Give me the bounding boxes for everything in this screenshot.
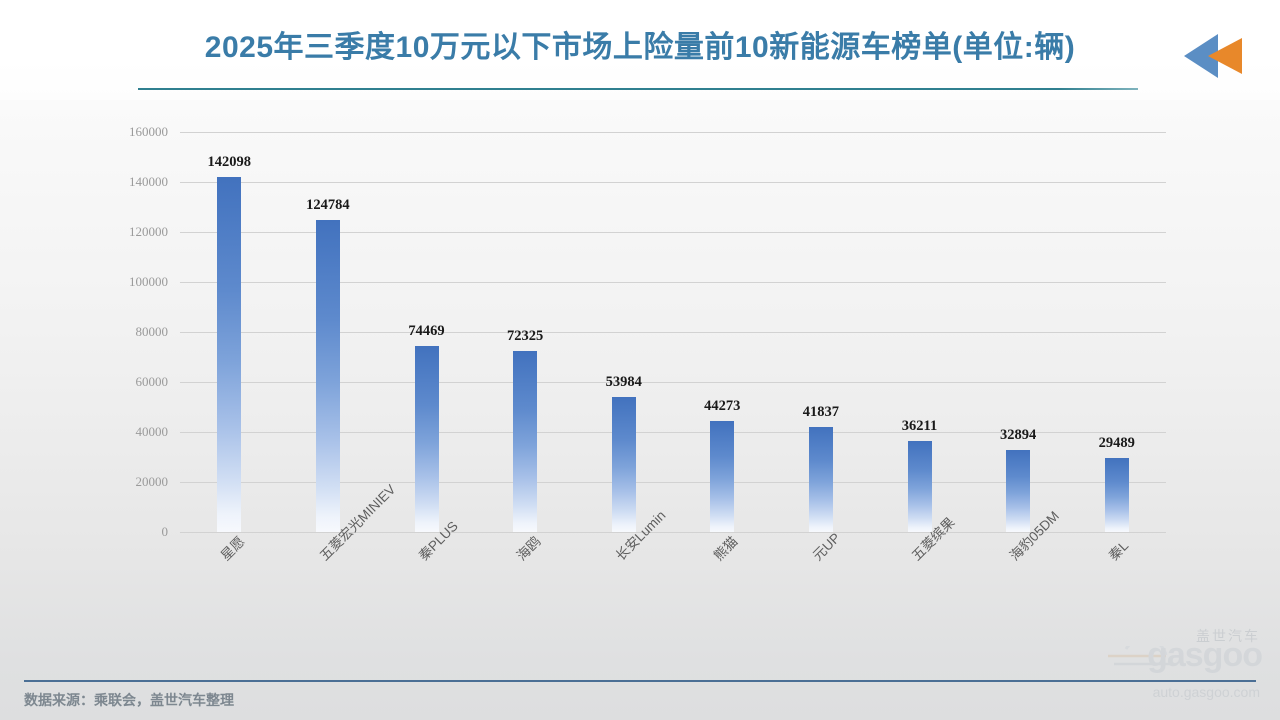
bar[interactable] xyxy=(808,427,833,532)
title-divider xyxy=(138,88,1138,90)
bar-value-label: 53984 xyxy=(605,374,642,391)
gridline xyxy=(180,432,1166,433)
bar-value-label: 29489 xyxy=(1098,435,1135,452)
bar-item[interactable]: 36211 xyxy=(902,418,937,532)
y-axis-tick-label: 120000 xyxy=(129,224,168,239)
gridline xyxy=(180,232,1166,233)
bar[interactable] xyxy=(513,351,538,532)
bar-value-label: 72325 xyxy=(506,328,544,345)
gridline xyxy=(180,332,1166,333)
bar-item[interactable]: 32894 xyxy=(1000,427,1036,532)
bar[interactable] xyxy=(710,421,735,532)
bar-value-label: 41837 xyxy=(802,404,840,421)
bar[interactable] xyxy=(315,220,340,532)
bar[interactable] xyxy=(217,176,242,532)
bar-item[interactable]: 142098 xyxy=(208,154,251,532)
bar[interactable] xyxy=(1104,458,1129,532)
bar-value-label: 74469 xyxy=(408,322,445,339)
y-axis-tick-label: 20000 xyxy=(135,474,169,489)
gridline xyxy=(180,182,1166,183)
bar[interactable] xyxy=(414,345,439,532)
gridline xyxy=(180,382,1166,383)
watermark-url: auto.gasgoo.com xyxy=(1152,684,1260,700)
x-axis-category-label: 星愿 xyxy=(218,533,248,564)
y-axis-tick-label: 40000 xyxy=(135,424,169,439)
bar-item[interactable]: 44273 xyxy=(704,398,740,532)
x-axis-category-label: 秦L xyxy=(1105,537,1131,564)
bar[interactable] xyxy=(1006,449,1031,532)
gridline xyxy=(180,132,1166,133)
bar-item[interactable]: 29489 xyxy=(1099,435,1135,532)
page-title: 2025年三季度10万元以下市场上险量前10新能源车榜单(单位:辆) xyxy=(204,31,1076,64)
y-axis-tick-label: 100000 xyxy=(129,274,168,289)
gasgoo-arrow-logo-icon xyxy=(1184,30,1254,82)
footer-divider xyxy=(24,680,1256,682)
gridline xyxy=(180,282,1166,283)
bar-value-label: 44273 xyxy=(704,398,741,415)
y-axis-tick-label: 60000 xyxy=(135,374,169,389)
bar-item[interactable]: 41837 xyxy=(803,404,839,532)
bar-value-label: 36211 xyxy=(901,418,938,435)
gridline xyxy=(180,482,1166,483)
bar-item[interactable]: 124784 xyxy=(306,197,350,532)
bar[interactable] xyxy=(907,441,932,532)
y-axis-tick-label: 160000 xyxy=(129,124,168,139)
bar-chart: 0 20000 40000 60000 80000 100000 120000 140000 1… xyxy=(0,100,1280,670)
bar-value-label: 32894 xyxy=(999,426,1037,443)
y-axis-tick-label: 0 xyxy=(161,524,169,539)
x-axis-category-label: 海鸥 xyxy=(513,533,544,564)
bar-item[interactable]: 72325 xyxy=(507,328,543,532)
y-axis-tick-label: 80000 xyxy=(135,324,169,339)
gridline xyxy=(180,532,1166,533)
x-axis-category-label: 熊猫 xyxy=(711,533,741,564)
source-note: 数据来源：乘联会，盖世汽车整理 xyxy=(24,692,234,708)
bar[interactable] xyxy=(611,397,636,532)
bar-item[interactable]: 53984 xyxy=(606,374,642,532)
bar-value-label: 142098 xyxy=(207,153,252,170)
header: 2025年三季度10万元以下市场上险量前10新能源车榜单(单位:辆) xyxy=(0,0,1280,100)
bar-value-label: 124784 xyxy=(306,197,350,214)
y-axis-tick-label: 140000 xyxy=(129,174,168,189)
bar-item[interactable]: 74469 xyxy=(408,323,445,532)
